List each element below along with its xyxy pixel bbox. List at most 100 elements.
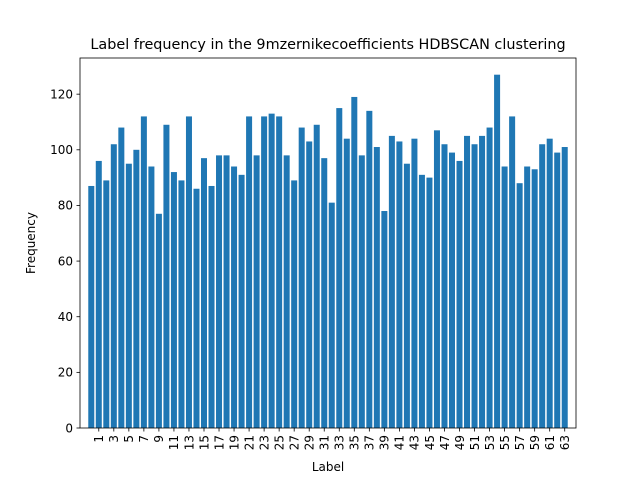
x-tick-label: 41 [393,435,407,450]
x-tick-label: 51 [468,435,482,450]
bars-group [88,74,568,429]
x-tick-label: 43 [408,435,422,450]
y-tick-label: 60 [58,254,73,268]
y-axis-ticks: 0 20 40 60 80 100 120 [50,87,80,435]
bar-label-8 [148,166,155,428]
x-tick-label: 25 [272,435,286,450]
x-tick-label: 61 [543,435,557,450]
bar-label-40 [388,135,395,428]
bar-label-15 [200,158,207,428]
bar-label-18 [223,155,230,428]
x-tick-label: 3 [107,435,121,443]
bar-label-6 [133,149,140,429]
x-tick-label: 19 [227,435,241,450]
bar-label-7 [140,116,147,429]
bar-label-53 [486,127,493,429]
bar-label-33 [336,108,343,428]
x-tick-label: 27 [287,435,301,450]
bar-label-56 [509,116,516,429]
y-tick-label: 120 [50,87,73,101]
x-tick-label: 59 [528,435,542,450]
bar-label-29 [306,141,313,428]
y-tick-label: 20 [58,366,73,380]
bar-label-0 [88,185,95,428]
bar-label-25 [276,116,283,429]
bar-label-44 [418,174,425,428]
x-axis-ticks: 1 3 5 7 9 11 13 15 17 19 21 23 25 27 29 31 33 35 37 39 41 43 4… [92,428,572,450]
bar-label-61 [546,138,553,428]
bar-label-59 [531,169,538,428]
bar-label-41 [396,141,403,428]
x-tick-label: 37 [363,435,377,450]
y-tick-label: 100 [50,143,73,157]
plot-frame [79,57,577,429]
bar-label-52 [479,135,486,428]
bar-label-43 [411,138,418,428]
x-tick-label: 29 [303,435,317,450]
bar-label-5 [125,163,132,428]
bar-label-47 [441,144,448,429]
bar-label-54 [494,74,501,428]
bar-label-57 [516,183,523,428]
chart-title: Label frequency in the 9mzernikecoeffici… [90,37,565,53]
bar-label-38 [373,147,380,428]
bar-label-16 [208,185,215,428]
x-tick-label: 23 [257,435,271,450]
x-tick-label: 21 [242,435,256,450]
y-tick-label: 80 [58,199,73,213]
x-tick-label: 39 [378,435,392,450]
bar-label-48 [448,152,455,428]
x-tick-label: 7 [137,435,151,443]
bar-label-39 [381,211,388,428]
bar-label-4 [118,127,125,429]
x-tick-label: 11 [167,435,181,450]
bar-label-42 [403,163,410,428]
bar-label-55 [501,166,508,428]
bar-label-9 [155,213,162,428]
y-tick-label: 0 [65,421,73,435]
bar-label-36 [358,155,365,428]
x-tick-label: 33 [333,435,347,450]
bar-label-27 [291,180,298,428]
bar-label-31 [321,158,328,428]
x-tick-label: 49 [453,435,467,450]
bar-label-19 [231,166,238,428]
x-tick-label: 17 [212,435,226,450]
bar-label-51 [471,144,478,429]
x-tick-label: 63 [558,435,572,450]
bar-label-14 [193,188,200,428]
bar-label-49 [456,160,463,428]
bar-label-60 [539,144,546,429]
x-tick-label: 1 [92,435,106,443]
x-tick-label: 5 [122,435,136,443]
bar-label-23 [261,116,268,429]
bar-label-34 [343,138,350,428]
bar-label-58 [524,166,531,428]
bar-label-45 [426,177,433,428]
bar-label-24 [268,113,275,428]
bar-label-46 [433,130,440,428]
y-axis-label: Frequency [24,212,38,274]
bar-label-3 [110,144,117,429]
x-tick-label: 15 [197,435,211,450]
bar-label-26 [283,155,290,428]
x-tick-label: 57 [513,435,527,450]
bar-label-10 [163,124,170,429]
bar-label-1 [95,160,102,428]
bar-label-50 [464,135,471,428]
x-tick-label: 13 [182,435,196,450]
bar-label-13 [185,116,192,429]
x-tick-label: 55 [498,435,512,450]
x-axis-label: Label [312,460,344,474]
bar-label-22 [253,155,260,428]
bar-label-20 [238,174,245,428]
bar-label-11 [170,172,177,428]
x-tick-label: 9 [152,435,166,443]
bar-label-35 [351,96,358,428]
bar-label-37 [366,110,373,429]
x-tick-label: 45 [423,435,437,450]
bar-label-2 [103,180,110,428]
bar-label-63 [561,147,568,428]
